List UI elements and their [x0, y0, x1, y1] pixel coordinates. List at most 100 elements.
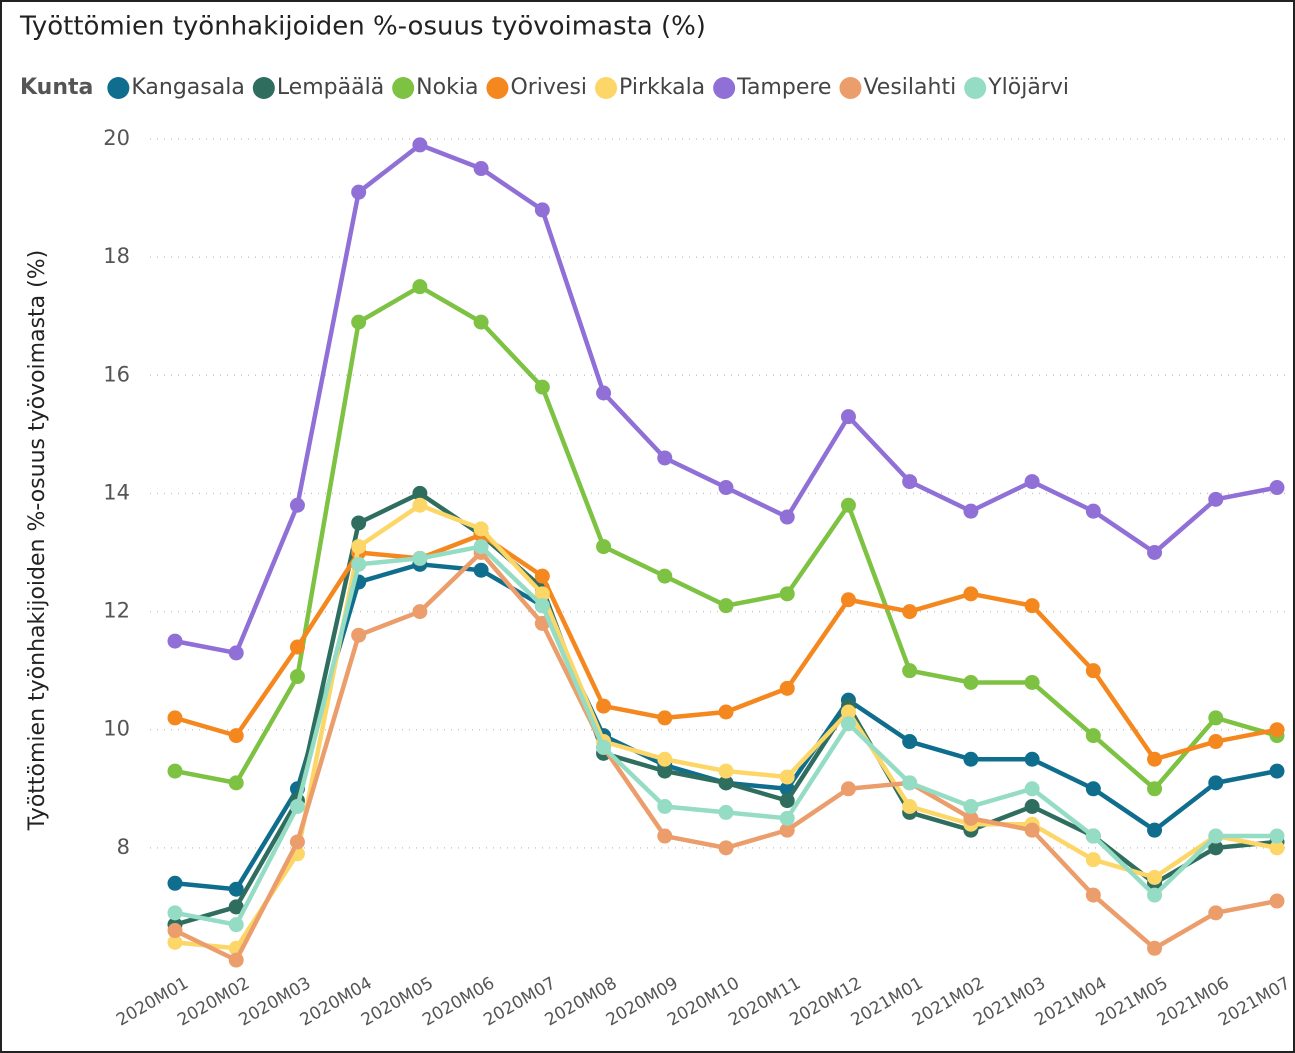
data-point [596, 385, 612, 401]
data-point [718, 598, 734, 614]
data-point [657, 710, 673, 726]
data-point [1024, 781, 1040, 797]
data-point [718, 763, 734, 779]
data-point [228, 645, 244, 661]
data-point [534, 586, 550, 602]
data-point [596, 698, 612, 714]
data-point [534, 568, 550, 584]
data-point [534, 379, 550, 395]
legend-label: Pirkkala [619, 75, 705, 100]
data-point [840, 716, 856, 732]
data-point [963, 674, 979, 690]
data-point [228, 881, 244, 897]
data-point [902, 734, 918, 750]
data-point [1269, 893, 1285, 909]
data-point [1147, 887, 1163, 903]
data-point [1024, 674, 1040, 690]
data-point [534, 598, 550, 614]
legend-marker [839, 77, 862, 99]
y-tick-label: 12 [103, 599, 130, 623]
data-point [289, 639, 305, 655]
data-point [473, 314, 489, 330]
data-point [779, 680, 795, 696]
data-point [167, 763, 183, 779]
data-point [1208, 710, 1224, 726]
data-point [534, 202, 550, 218]
legend-label: Ylöjärvi [987, 75, 1069, 100]
data-point [963, 799, 979, 815]
data-point [963, 503, 979, 519]
data-point [289, 799, 305, 815]
data-point [902, 474, 918, 490]
y-tick-label: 20 [103, 126, 130, 150]
data-point [840, 781, 856, 797]
data-point [902, 604, 918, 620]
data-point [657, 828, 673, 844]
data-point [1024, 474, 1040, 490]
data-point [1085, 887, 1101, 903]
data-point [1024, 751, 1040, 767]
data-point [779, 509, 795, 525]
data-point [840, 592, 856, 608]
data-point [1085, 781, 1101, 797]
y-axis-label: Työttömien työnhakijoiden %-osuus työvoi… [25, 250, 50, 831]
legend-marker [392, 77, 415, 99]
data-point [473, 539, 489, 555]
data-point [1269, 828, 1285, 844]
data-point [351, 314, 367, 330]
data-point [1024, 799, 1040, 815]
data-point [840, 704, 856, 720]
data-point [412, 604, 428, 620]
data-point [1208, 491, 1224, 507]
y-tick-label: 18 [103, 244, 130, 268]
data-point [657, 751, 673, 767]
data-point [1024, 822, 1040, 838]
data-point [1208, 775, 1224, 791]
legend-marker [486, 77, 509, 99]
legend-marker [252, 77, 275, 99]
data-point [718, 804, 734, 820]
data-point [1147, 822, 1163, 838]
data-point [289, 834, 305, 850]
data-point [351, 627, 367, 643]
data-point [289, 669, 305, 685]
data-point [596, 539, 612, 555]
data-point [412, 279, 428, 295]
data-point [1269, 763, 1285, 779]
data-point [657, 450, 673, 466]
legend-label: Vesilahti [863, 75, 956, 100]
data-point [1085, 828, 1101, 844]
data-point [657, 763, 673, 779]
data-point [1147, 869, 1163, 885]
data-point [657, 799, 673, 815]
data-point [840, 409, 856, 425]
data-point [718, 480, 734, 496]
data-point [779, 822, 795, 838]
data-point [228, 899, 244, 915]
data-point [1085, 728, 1101, 744]
data-point [351, 539, 367, 555]
legend-label: Orivesi [510, 75, 587, 100]
data-point [228, 952, 244, 968]
data-point [167, 875, 183, 891]
data-point [1208, 828, 1224, 844]
data-point [779, 793, 795, 809]
data-point [1147, 940, 1163, 956]
data-point [779, 769, 795, 785]
data-point [902, 663, 918, 679]
y-tick-label: 14 [103, 480, 130, 504]
data-point [963, 586, 979, 602]
data-point [963, 751, 979, 767]
data-point [228, 775, 244, 791]
data-point [779, 810, 795, 826]
data-point [718, 840, 734, 856]
y-tick-label: 10 [103, 717, 130, 741]
data-point [1147, 781, 1163, 797]
data-point [1085, 852, 1101, 868]
data-point [1024, 598, 1040, 614]
data-point [351, 184, 367, 200]
data-point [289, 497, 305, 513]
legend-label: Lempäälä [277, 75, 384, 100]
legend-marker [595, 77, 618, 99]
